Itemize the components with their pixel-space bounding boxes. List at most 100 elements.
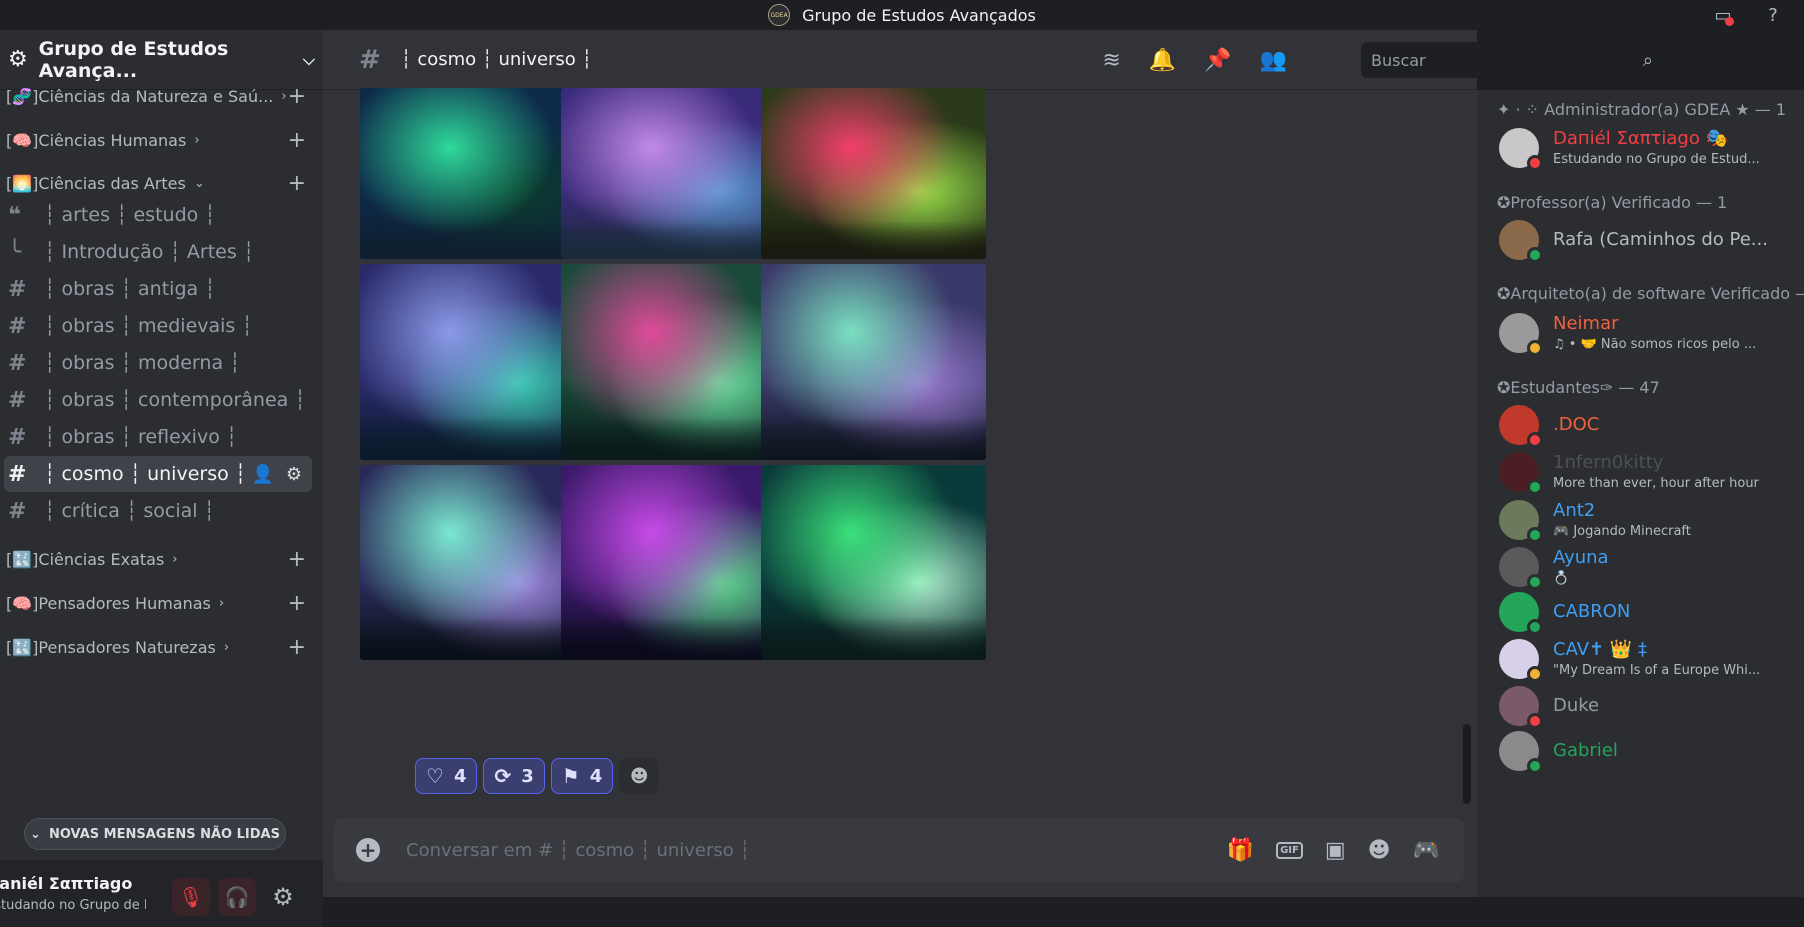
chevron-icon: › <box>172 551 178 567</box>
category-2[interactable]: [🌅]Ciências das Artes ⌄ + <box>6 168 306 198</box>
aurora-image[interactable] <box>360 264 585 460</box>
chevron-icon: › <box>223 639 230 655</box>
member-item[interactable]: Ant2 🎮 Jogando Minecraft <box>1499 496 1799 544</box>
member-item[interactable]: CABRON <box>1499 588 1799 636</box>
member-item[interactable]: CAV✝ 👑 ‡ "My Dream Is of a Europe Whi... <box>1499 635 1799 683</box>
member-name: Neimar <box>1553 313 1619 334</box>
add-channel-icon[interactable]: + <box>287 83 306 109</box>
aurora-image[interactable] <box>360 88 585 259</box>
add-member-icon[interactable]: 👤 <box>251 463 274 485</box>
bell-icon[interactable]: 🔔 <box>1148 47 1177 73</box>
add-channel-icon[interactable]: + <box>287 634 306 660</box>
composer-placeholder: Conversar em # ┆ cosmo ┆ universo ┆ <box>406 839 751 861</box>
category-5[interactable]: [🔣]Pensadores Naturezas › + <box>6 632 306 662</box>
channel-item[interactable]: # ┆ obras ┆ medievais ┆ <box>4 308 312 344</box>
reaction-bookmark[interactable]: ⚑ 4 <box>550 758 614 794</box>
reaction-count: 3 <box>521 765 534 787</box>
member-activity: 💍 <box>1553 571 1570 586</box>
emoji-icon[interactable]: ☻ <box>1367 837 1391 863</box>
gamepad-icon[interactable]: 🎮 <box>1412 837 1440 863</box>
pin-icon[interactable]: 📌 <box>1204 47 1232 73</box>
sticker-icon[interactable]: ▣ <box>1324 837 1346 863</box>
member-item[interactable]: Duke <box>1499 682 1799 730</box>
channel-label: ┆ obras ┆ antiga ┆ <box>44 278 216 300</box>
hash-icon: # <box>8 461 27 487</box>
server-name: Grupo de Estudos Avança... <box>38 37 229 82</box>
channel-item[interactable]: # ┆ obras ┆ moderna ┆ <box>4 345 312 381</box>
channel-item[interactable]: # ┆ crítica ┆ social ┆ <box>4 493 312 529</box>
chevron-down-icon: ⌄ <box>30 826 41 842</box>
aurora-image[interactable] <box>561 264 786 460</box>
add-channel-icon[interactable]: + <box>287 170 306 196</box>
add-reaction-button[interactable]: ☻ <box>619 758 660 794</box>
channel-item[interactable]: # ┆ obras ┆ contemporânea ┆ <box>4 382 312 418</box>
aurora-image[interactable] <box>360 465 585 660</box>
channel-label: ┆ crítica ┆ social ┆ <box>44 500 215 522</box>
channel-item[interactable]: # ┆ cosmo ┆ universo ┆ 👤 ⚙ <box>4 456 312 492</box>
reaction-heart[interactable]: ♡ 4 <box>415 758 478 794</box>
hash-icon: # <box>359 44 381 75</box>
channel-item[interactable]: ╰ ┆ Introdução ┆ Artes ┆ <box>4 234 312 270</box>
aurora-image[interactable] <box>761 465 986 660</box>
new-messages-banner[interactable]: ⌄ NOVAS MENSAGENS NÃO LIDAS <box>24 818 286 850</box>
member-activity: Estudando no Grupo de Estud... <box>1553 152 1760 167</box>
category-4[interactable]: [🧠]Pensadores Humanas › + <box>6 588 306 618</box>
hash-icon: # <box>8 350 27 376</box>
gif-icon[interactable]: GIF <box>1276 841 1303 859</box>
category-label: [🌅]Ciências das Artes <box>6 173 186 193</box>
attach-button[interactable]: + <box>356 838 380 862</box>
category-1[interactable]: [🧠]Ciências Humanas › + <box>6 125 306 155</box>
member-item[interactable]: .DOC <box>1499 401 1799 449</box>
aurora-image[interactable] <box>561 88 786 259</box>
reaction-repost[interactable]: ⟳ 3 <box>483 758 545 794</box>
gear-icon[interactable]: ⚙ <box>285 463 302 485</box>
gift-icon[interactable]: 🎁 <box>1226 837 1255 863</box>
server-header[interactable]: ⚙ Grupo de Estudos Avança... ⌵ <box>0 30 323 90</box>
category-3[interactable]: [🔣]Ciências Exatas › + <box>6 544 306 574</box>
member-activity: ♫ • 🤝 Não somos ricos pelo ... <box>1553 337 1757 352</box>
member-list-icon[interactable]: 👥 <box>1259 47 1287 73</box>
member-item[interactable]: Neimar ♫ • 🤝 Não somos ricos pelo ... <box>1499 309 1799 357</box>
channel-item[interactable]: ❝ ┆ artes ┆ estudo ┆ <box>4 197 312 233</box>
bookmark-icon: ⚑ <box>561 764 580 788</box>
message-composer[interactable]: + Conversar em # ┆ cosmo ┆ universo ┆ 🎁 … <box>334 818 1464 882</box>
aurora-image[interactable] <box>761 264 986 460</box>
member-item[interactable]: Daпiél Σαπτiago 🎭 Estudando no Grupo de E… <box>1499 124 1799 172</box>
member-item[interactable]: Gabriel <box>1499 727 1799 775</box>
category-label: [🔣]Pensadores Naturezas <box>6 637 216 657</box>
deafen-button[interactable]: 🎧 <box>218 878 256 916</box>
inbox-icon[interactable]: ▭ <box>1712 4 1734 26</box>
category-0[interactable]: [🧬]Ciências da Natureza e Saú... › + <box>6 81 306 111</box>
hash-icon: # <box>8 276 27 302</box>
member-item[interactable]: 1nfern0kitty More than ever, hour after h… <box>1499 448 1799 496</box>
aurora-image[interactable] <box>761 88 986 259</box>
member-item[interactable]: Rafa (Caminhos do Pe... <box>1499 216 1799 264</box>
add-channel-icon[interactable]: + <box>287 127 306 153</box>
hash-icon: # <box>8 498 27 524</box>
channel-title: ┆ cosmo ┆ universo ┆ <box>400 49 593 70</box>
window-title: Grupo de Estudos Avançados <box>802 5 1036 25</box>
channel-label: ┆ obras ┆ reflexivo ┆ <box>44 426 238 448</box>
role-header: ✪Estudantes✑ — 47 <box>1497 378 1660 397</box>
user-info[interactable]: Daniél Σαπτiago Estudando no Grupo de Es… <box>0 860 146 927</box>
aurora-image[interactable] <box>561 465 786 660</box>
member-activity: "My Dream Is of a Europe Whi... <box>1553 663 1761 678</box>
add-channel-icon[interactable]: + <box>287 590 306 616</box>
channel-item[interactable]: # ┆ obras ┆ reflexivo ┆ <box>4 419 312 455</box>
status-indicator <box>1527 340 1543 356</box>
add-channel-icon[interactable]: + <box>287 546 306 572</box>
hash-icon: # <box>8 387 27 413</box>
help-icon[interactable]: ? <box>1768 4 1778 26</box>
channel-label: ┆ obras ┆ contemporânea ┆ <box>44 389 306 411</box>
user-settings-button[interactable]: ⚙ <box>264 878 302 916</box>
mute-mic-button[interactable]: 🎙 <box>172 878 210 916</box>
member-item[interactable]: Ayuna 💍 <box>1499 543 1799 591</box>
title-bar: GDEA Grupo de Estudos Avançados ▭ ? <box>0 0 1804 30</box>
server-settings-icon[interactable]: ⚙ <box>8 47 28 72</box>
scrollbar[interactable] <box>1463 724 1471 804</box>
repost-icon: ⟳ <box>494 764 512 788</box>
threads-icon[interactable]: ≋ <box>1102 47 1121 73</box>
headphones-off-icon: 🎧 <box>224 885 250 909</box>
search-input[interactable]: Buscar ⌕ <box>1361 42 1663 78</box>
channel-item[interactable]: # ┆ obras ┆ antiga ┆ <box>4 271 312 307</box>
